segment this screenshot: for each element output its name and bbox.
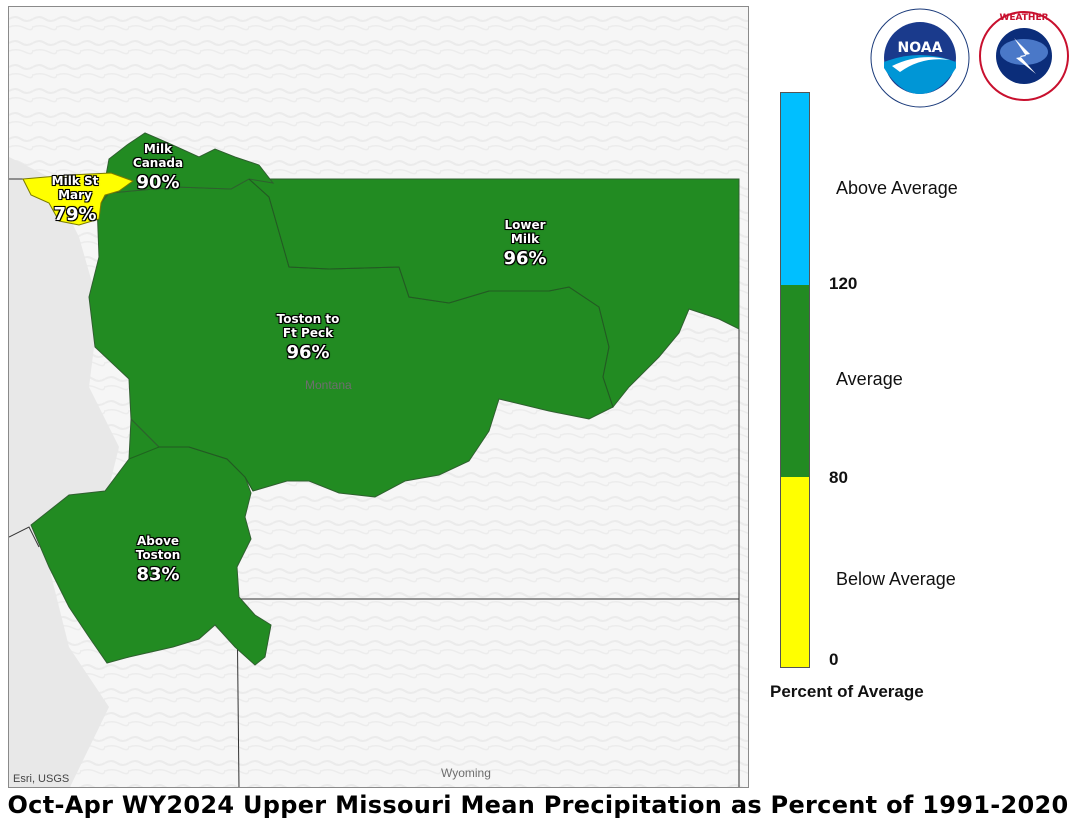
legend-tick-80: 80 [829, 468, 848, 487]
map-panel[interactable]: Milk St Mary 79% Milk Canada 90% Lower M… [8, 6, 749, 788]
basin-milk-st-mary[interactable] [22, 172, 135, 226]
svg-text:WEATHER: WEATHER [999, 13, 1048, 23]
map-credit: Esri, USGS [13, 773, 70, 785]
basin-name: Milk [143, 142, 173, 156]
legend-label-above: Above Average [836, 178, 958, 198]
basin-percent: 96% [503, 247, 547, 269]
legend-swatch-above [781, 93, 809, 285]
page-title: Oct-Apr WY2024 Upper Missouri Mean Preci… [7, 791, 1069, 819]
basin-map [9, 7, 748, 787]
label-milk-canada: Milk Canada 90% [133, 142, 183, 193]
basin-name: Toston [135, 548, 181, 563]
basin-name: Toston to [276, 312, 340, 326]
basin-percent: 90% [136, 171, 180, 193]
basin-name: Above [136, 534, 180, 548]
label-toston-ft-peck: Toston to Ft Peck 96% [277, 312, 340, 363]
basin-name: Ft Peck [282, 326, 334, 341]
basin-percent: 79% [53, 203, 97, 225]
state-label-wyoming: Wyoming [441, 766, 491, 780]
legend-title: Percent of Average [770, 682, 924, 701]
basin-percent: 83% [136, 563, 180, 585]
nws-logo: WEATHER [979, 11, 1069, 101]
basin-milk-canada[interactable] [100, 132, 275, 204]
legend-swatch-below [781, 477, 809, 667]
basin-name: Canada [132, 156, 184, 171]
state-label-montana: Montana [305, 378, 352, 392]
legend-tick-120: 120 [829, 274, 858, 293]
label-above-toston: Above Toston 83% [136, 534, 181, 585]
basin-name: Mary [58, 188, 92, 203]
legend-label-below: Below Average [836, 569, 956, 589]
basin-name: Lower [504, 218, 546, 232]
legend-label-average: Average [836, 369, 903, 389]
label-milk-st-mary: Milk St Mary 79% [52, 174, 99, 225]
noaa-logo: NOAA [870, 8, 970, 108]
legend-swatch-average [781, 285, 809, 477]
legend-colorbar [780, 92, 810, 668]
basin-name: Milk [510, 232, 540, 247]
basin-percent: 96% [286, 341, 330, 363]
legend-tick-0: 0 [829, 650, 839, 669]
basin-divides [128, 178, 614, 492]
noaa-logo-text: NOAA [898, 40, 943, 56]
basin-name: Milk St [51, 174, 99, 188]
label-lower-milk: Lower Milk 96% [503, 218, 546, 269]
